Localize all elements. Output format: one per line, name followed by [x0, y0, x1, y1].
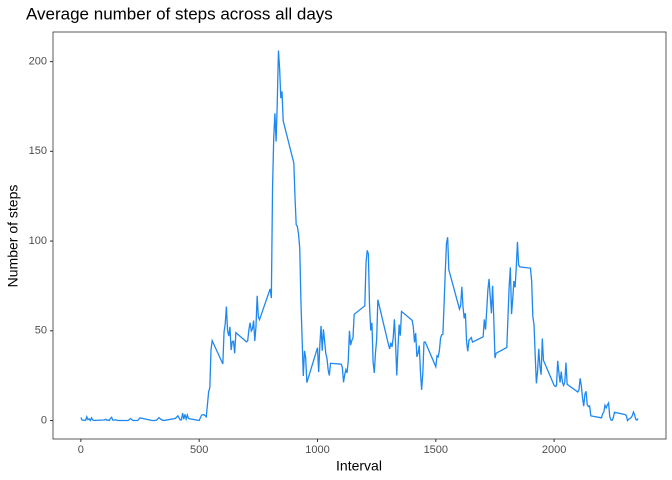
- x-tick-label: 500: [190, 444, 208, 456]
- chart-title: Average number of steps across all days: [26, 4, 333, 23]
- y-tick-label: 150: [29, 145, 47, 157]
- x-axis-label: Interval: [336, 458, 382, 474]
- x-tick-label: 2000: [542, 444, 566, 456]
- panel-border: [52, 31, 667, 440]
- line: [80, 50, 639, 422]
- y-tick-label: 0: [41, 414, 47, 426]
- x-tick-label: 1500: [424, 444, 448, 456]
- y-tick-label: 200: [29, 56, 47, 68]
- x-tick-label: 1000: [305, 444, 329, 456]
- y-tick-label: 100: [29, 235, 47, 247]
- x-tick-label: 0: [78, 444, 84, 456]
- y-tick-label: 50: [35, 325, 47, 337]
- y-axis-label: Number of steps: [5, 185, 21, 288]
